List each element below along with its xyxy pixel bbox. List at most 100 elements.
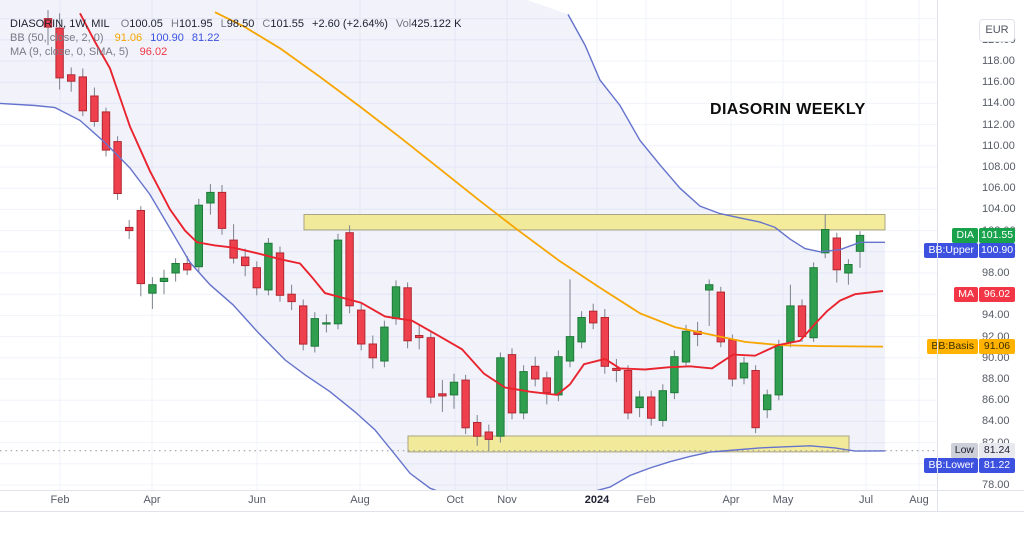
time-tick-label: May: [772, 494, 794, 506]
candle-week: [438, 380, 447, 412]
candle-week: [658, 384, 667, 427]
price-badge-dia-name: DIA: [952, 227, 978, 243]
bb-upper-value: 100.90: [150, 32, 184, 44]
candle-week: [565, 279, 575, 368]
candle-week: [519, 365, 528, 420]
price-badge-bb-upper-value: 100.90: [979, 242, 1015, 258]
candle-week: [136, 206, 146, 297]
price-tick-label: 112.00: [982, 118, 1015, 131]
time-axis[interactable]: Feb Apr Jun Aug Oct Nov 2024 Feb Apr May Jul Aug: [0, 490, 1024, 511]
currency-button[interactable]: EUR: [979, 19, 1015, 42]
candle-week: [484, 424, 494, 451]
candle-week: [241, 248, 250, 277]
widget-bottom-border: [0, 511, 1024, 512]
price-badge-bb-lower-value: 81.22: [979, 458, 1015, 474]
candle-week: [368, 335, 378, 369]
chart-pane[interactable]: [0, 0, 937, 490]
bb-indicator-title: BB (50, close, 2, 0): [10, 32, 104, 44]
candle-week: [287, 284, 296, 311]
price-tick-label: 104.00: [982, 203, 1016, 216]
price-tick-label: 114.00: [982, 97, 1015, 110]
ohlc-low-value: 98.50: [226, 18, 255, 30]
price-tick-label: 110.00: [982, 139, 1015, 152]
time-tick-label: Feb: [50, 494, 70, 506]
price-badge-bb-basis-name: BB:Basis: [927, 339, 978, 355]
ohlc-high-label: H: [170, 18, 179, 30]
candle-week: [380, 320, 389, 368]
candle-week: [705, 279, 714, 326]
candle-week: [357, 303, 366, 351]
candle-week: [774, 339, 783, 401]
candle-week: [542, 371, 551, 405]
candle-week: [125, 220, 134, 240]
ohlc-open-label: O: [120, 18, 130, 30]
candle-week: [78, 68, 87, 117]
time-tick-label: Aug: [350, 494, 370, 506]
candle-week: [403, 282, 412, 349]
time-tick-label: Apr: [722, 494, 740, 506]
price-tick-label: 84.00: [982, 415, 1010, 428]
candle-week: [473, 415, 482, 446]
price-badge-bb-lower: BB:Lower 81.22: [924, 458, 1015, 474]
bb-upper-line: [567, 14, 885, 253]
candle-week: [217, 185, 227, 235]
candle-week: [264, 238, 273, 296]
candle-week: [496, 352, 505, 443]
price-badge-ma: MA 96.02: [954, 286, 1015, 302]
ohlc-close-label: C: [262, 18, 271, 30]
candle-week: [148, 277, 157, 309]
candle-week: [832, 232, 841, 283]
bb-lower-value: 81.22: [191, 32, 220, 44]
price-tick-label: 98.00: [982, 267, 1010, 279]
candle-week: [449, 373, 459, 409]
candle-week: [844, 259, 853, 285]
candles: [43, 10, 865, 451]
price-badge-ma-value: 96.02: [979, 286, 1015, 302]
candle-week: [275, 246, 285, 302]
legend-symbol-row[interactable]: DIASORIN, 1W, MIL O100.05 H101.95 L98.50…: [10, 17, 461, 31]
legend-ma-row[interactable]: MA (9, close, 0, SMA, 5) 96.02: [10, 45, 461, 59]
time-tick-label: Feb: [636, 494, 656, 506]
price-badge-ma-name: MA: [954, 286, 978, 302]
ohlc-open-value: 100.05: [129, 18, 163, 30]
price-badge-bb-lower-name: BB:Lower: [924, 458, 978, 474]
price-tick-label: 88.00: [982, 373, 1010, 385]
candle-week: [531, 356, 540, 387]
time-axis-separator: [0, 490, 1024, 491]
candle-week: [55, 13, 64, 90]
candle-week: [670, 350, 679, 400]
candle-week: [507, 348, 517, 420]
candle-week: [623, 365, 633, 420]
price-scale-separator: [937, 0, 938, 511]
candle-week: [415, 324, 424, 350]
price-badge-bb-basis-value: 91.06: [979, 339, 1015, 355]
time-tick-label: Aug: [909, 494, 929, 506]
price-badge-bb-upper-name: BB:Upper: [924, 242, 978, 258]
candle-week: [101, 107, 111, 157]
time-tick-label: Nov: [497, 494, 517, 506]
price-badge-dia-value: 101.55: [979, 227, 1015, 243]
support-zone[interactable]: [407, 435, 850, 453]
bb-basis-value: 91.06: [114, 32, 143, 44]
symbol-title: DIASORIN, 1W, MIL: [10, 18, 110, 30]
bb-lower-line: [0, 102, 886, 490]
candle-week: [589, 303, 598, 330]
price-tick-label: 118.00: [982, 55, 1015, 67]
candle-week: [194, 198, 204, 272]
candle-week: [322, 314, 331, 333]
candle-week: [159, 269, 169, 295]
price-badge-low: Low 81.24: [950, 443, 1015, 459]
candle-week: [67, 67, 76, 92]
candle-week: [43, 10, 53, 46]
candle-week: [252, 261, 262, 296]
price-tick-label: 116.00: [982, 76, 1015, 89]
text-annotation[interactable]: DIASORIN WEEKLY: [710, 101, 866, 118]
candle-week: [728, 334, 737, 387]
candle-week: [113, 136, 122, 200]
legend-bb-row[interactable]: BB (50, close, 2, 0) 91.06 100.90 81.22: [10, 31, 461, 45]
price-scale[interactable]: 120.00118.00116.00114.00112.00110.00108.…: [924, 0, 1024, 491]
price-badge-bb-upper: BB:Upper 100.90: [924, 242, 1015, 258]
resistance-zone[interactable]: [303, 214, 886, 231]
candle-week: [612, 358, 621, 383]
